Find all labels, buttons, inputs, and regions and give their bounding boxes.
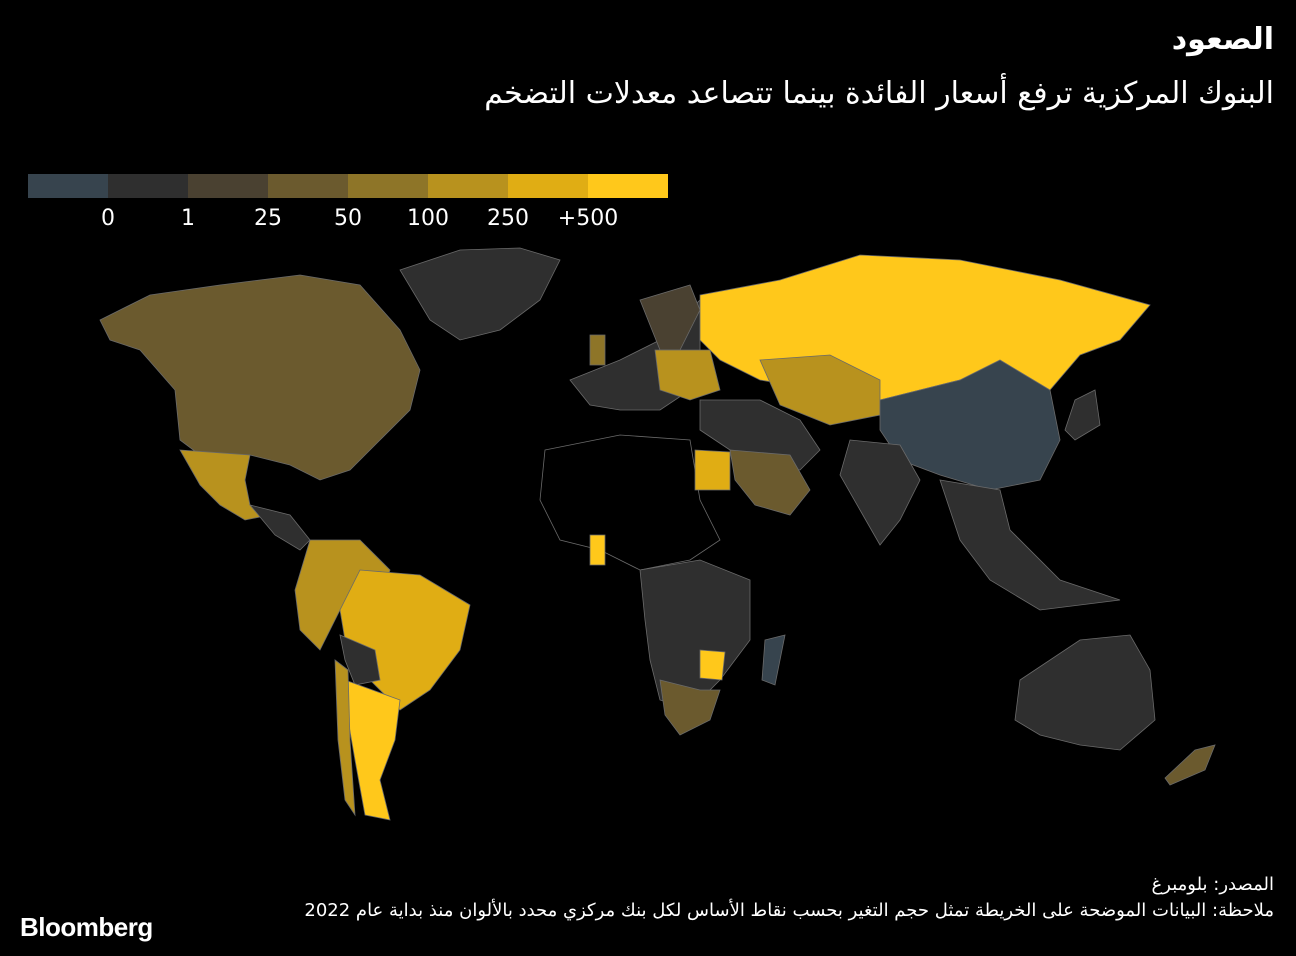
legend-swatch — [268, 174, 348, 198]
argentina-region — [344, 679, 401, 821]
legend-swatch — [428, 174, 508, 198]
legend-label: 250 — [487, 206, 529, 231]
legend-labels: 0 1 25 50 100 250 +500 — [28, 198, 668, 238]
legend-label: 25 — [254, 206, 282, 231]
legend-swatch — [348, 174, 428, 198]
chile-region — [334, 659, 356, 817]
eastern-europe-region — [654, 349, 721, 401]
legend-label: 100 — [407, 206, 449, 231]
legend-swatch — [108, 174, 188, 198]
madagascar-region — [761, 634, 786, 686]
southern-africa-region — [639, 559, 751, 711]
zimbabwe-region — [699, 649, 726, 681]
map-title: الصعود — [1171, 22, 1274, 57]
legend-label: 50 — [334, 206, 362, 231]
bolivia-region — [339, 634, 381, 686]
world-map — [99, 247, 1216, 821]
source-note: المصدر: بلومبرغ — [1151, 874, 1274, 895]
india-region — [839, 439, 921, 546]
south-africa-region — [659, 679, 721, 736]
central-america-region — [248, 504, 311, 551]
legend-label: +500 — [557, 206, 619, 231]
legend-color-bar — [28, 174, 668, 198]
japan-region — [1064, 389, 1101, 441]
legend-label: 0 — [101, 206, 115, 231]
north-africa-region — [539, 434, 721, 571]
new-zealand-region — [1164, 744, 1216, 786]
color-legend: 0 1 25 50 100 250 +500 — [28, 174, 668, 238]
russia-region — [699, 254, 1151, 401]
saudi-region — [729, 449, 811, 516]
bloomberg-logo: Bloomberg — [20, 912, 153, 942]
greenland-region — [399, 247, 561, 341]
methodology-note: ملاحظة: البيانات الموضحة على الخريطة تمث… — [304, 900, 1274, 921]
map-subtitle: البنوك المركزية ترفع أسعار الفائدة بينما… — [484, 76, 1274, 111]
australia-region — [1014, 634, 1156, 751]
legend-swatch — [188, 174, 268, 198]
egypt-region — [694, 449, 731, 491]
ghana-region — [589, 534, 606, 566]
southeast-asia-region — [939, 479, 1121, 611]
legend-label: 1 — [181, 206, 195, 231]
north-america-region — [99, 274, 421, 481]
legend-swatch — [28, 174, 108, 198]
uk-region — [589, 334, 606, 366]
legend-swatch — [508, 174, 588, 198]
legend-swatch — [588, 174, 668, 198]
middle-east-region — [699, 399, 821, 471]
